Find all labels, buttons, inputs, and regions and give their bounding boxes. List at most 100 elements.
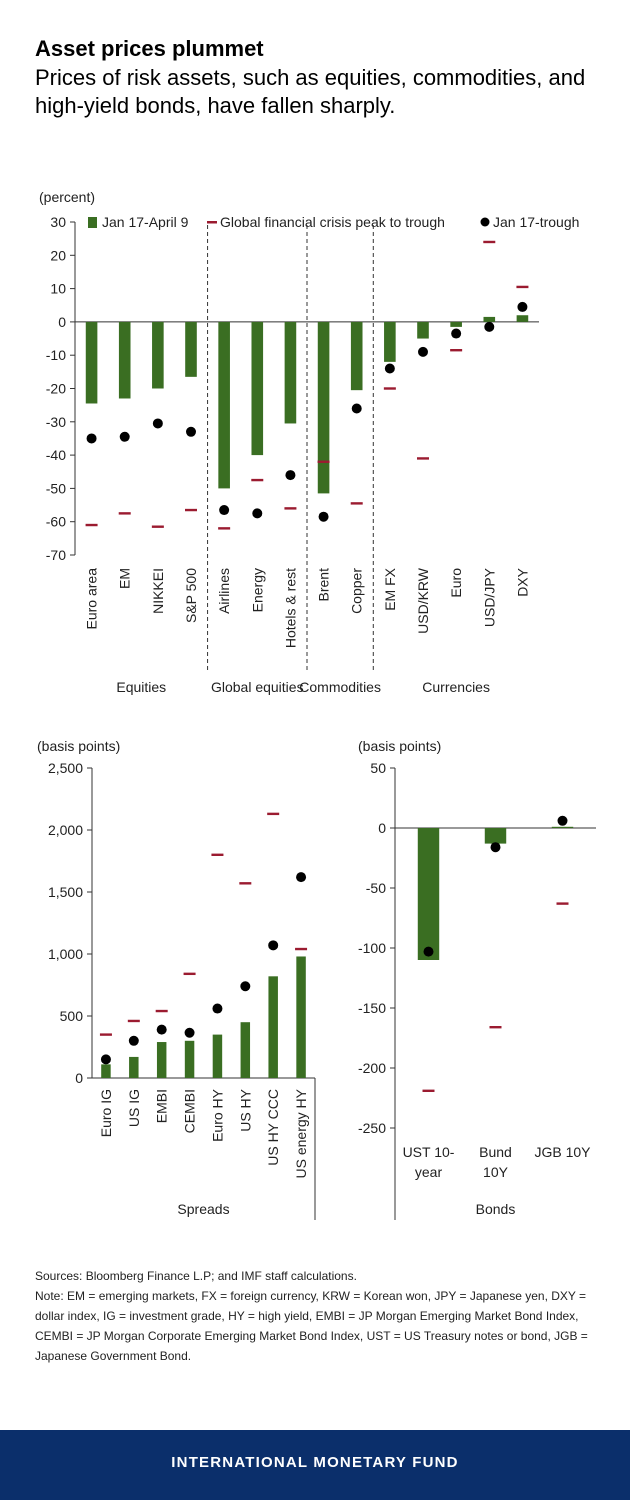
trough-dot [219,505,230,516]
trough-dot [423,946,434,957]
y-tick-label: -150 [358,1000,386,1016]
gfc-marker [383,387,396,390]
trough-dot [252,508,263,519]
y-tick-label: -20 [46,381,66,397]
trough-dot [119,431,130,442]
gfc-marker [489,1026,502,1029]
y-tick-label: 10 [50,281,66,297]
x-category-label: US HY CCC [265,1089,281,1166]
bar [516,315,529,322]
y-tick-label: -250 [358,1120,386,1136]
trough-dot [152,418,163,429]
x-category-label: 10Y [483,1164,509,1180]
bar [240,1022,251,1078]
chart-subtitle: Prices of risk assets, such as equities,… [35,65,586,118]
x-category-label: US HY [237,1088,253,1131]
group-label: Spreads [177,1201,229,1217]
gfc-marker [483,240,496,244]
trough-dot [557,815,568,826]
bar [296,956,306,1078]
bonds-chart: (basis points) 50 0 -50 -100 -150 -200 -250 UST… [358,738,596,1220]
bar [350,321,363,391]
y-tick-label: -100 [358,940,386,956]
note-text: Note: EM = emerging markets, FX = foreig… [35,1289,588,1363]
gfc-marker [267,812,280,816]
group-label: Bonds [476,1201,516,1217]
footer-org-name: INTERNATIONAL MONETARY FUND [171,1454,459,1471]
chart-title: Asset prices plummet [35,36,264,61]
trough-dot [128,1035,139,1046]
x-category-label: Brent [316,568,332,602]
y-tick-label: 1,000 [48,946,83,962]
gfc-marker [218,527,231,530]
gfc-marker [183,972,196,976]
gfc-marker [417,457,429,460]
x-category-label: CEMBI [182,1089,198,1133]
legend-gfc-label: Global financial crisis peak to trough [220,214,445,230]
y-tick-label: -30 [46,414,66,430]
legend: Jan 17-April 9 Global financial crisis p… [88,214,579,230]
y-tick-label: 0 [58,314,66,330]
gfc-marker [127,1019,140,1023]
trough-dot [384,363,395,374]
x-category-label: S&P 500 [183,568,199,623]
group-label: Commodities [299,679,381,695]
bar [284,321,297,424]
gfc-marker [284,507,297,510]
bar [152,321,164,389]
bar [212,1034,223,1078]
x-category-label: USD/JPY [481,567,497,627]
bar [184,1040,195,1078]
sources-text: Sources: Bloomberg Finance L.P; and IMF … [35,1269,357,1283]
x-category-label: USD/KRW [415,567,431,634]
bar [417,321,429,339]
bar [483,316,496,322]
trough-dot [268,940,279,951]
bar [450,321,462,327]
y-tick-label: -70 [46,547,66,563]
x-category-label: US energy HY [293,1088,309,1178]
footnotes: Sources: Bloomberg Finance L.P; and IMF … [35,1266,610,1366]
trough-dot [285,470,296,481]
x-category-label: Euro [448,568,464,598]
bar [384,321,396,362]
y-tick-label: 0 [378,820,386,836]
y-tick-label: -200 [358,1060,386,1076]
gfc-marker [155,1009,168,1013]
y-tick-label: 30 [50,214,66,230]
gfc-marker [99,1033,112,1036]
gfc-marker [118,512,131,515]
y-unit-label: (basis points) [358,738,441,754]
bar [156,1042,167,1078]
trough-dot [186,426,196,437]
trough-dot [318,511,329,522]
bar [317,321,330,494]
bar [118,321,131,399]
trough-dot [351,403,362,414]
y-tick-label: 500 [60,1008,84,1024]
x-category-label: JGB 10Y [534,1144,591,1160]
x-category-label: EM [117,568,133,589]
gfc-marker [556,902,569,905]
y-tick-label: -10 [46,347,66,363]
group-label: Currencies [422,679,490,695]
bar [129,1056,139,1078]
bar [218,321,230,489]
gfc-marker [251,478,264,482]
x-category-label: Copper [349,568,365,614]
group-label: Global equities [211,679,304,695]
group-label: Equities [116,679,166,695]
gfc-marker [239,882,252,885]
y-tick-label: 2,000 [48,822,83,838]
gfc-marker [450,349,463,352]
x-category-label: US IG [126,1089,142,1127]
legend-gfc-swatch [207,221,217,224]
trough-dot [517,301,528,312]
trough-dot [296,872,307,883]
bar [101,1064,111,1078]
y-unit-label: (basis points) [37,738,120,754]
legend-trough-swatch [480,217,490,227]
x-category-label: year [415,1164,443,1180]
gfc-marker [350,502,363,505]
legend-bar-label: Jan 17-April 9 [102,214,189,230]
